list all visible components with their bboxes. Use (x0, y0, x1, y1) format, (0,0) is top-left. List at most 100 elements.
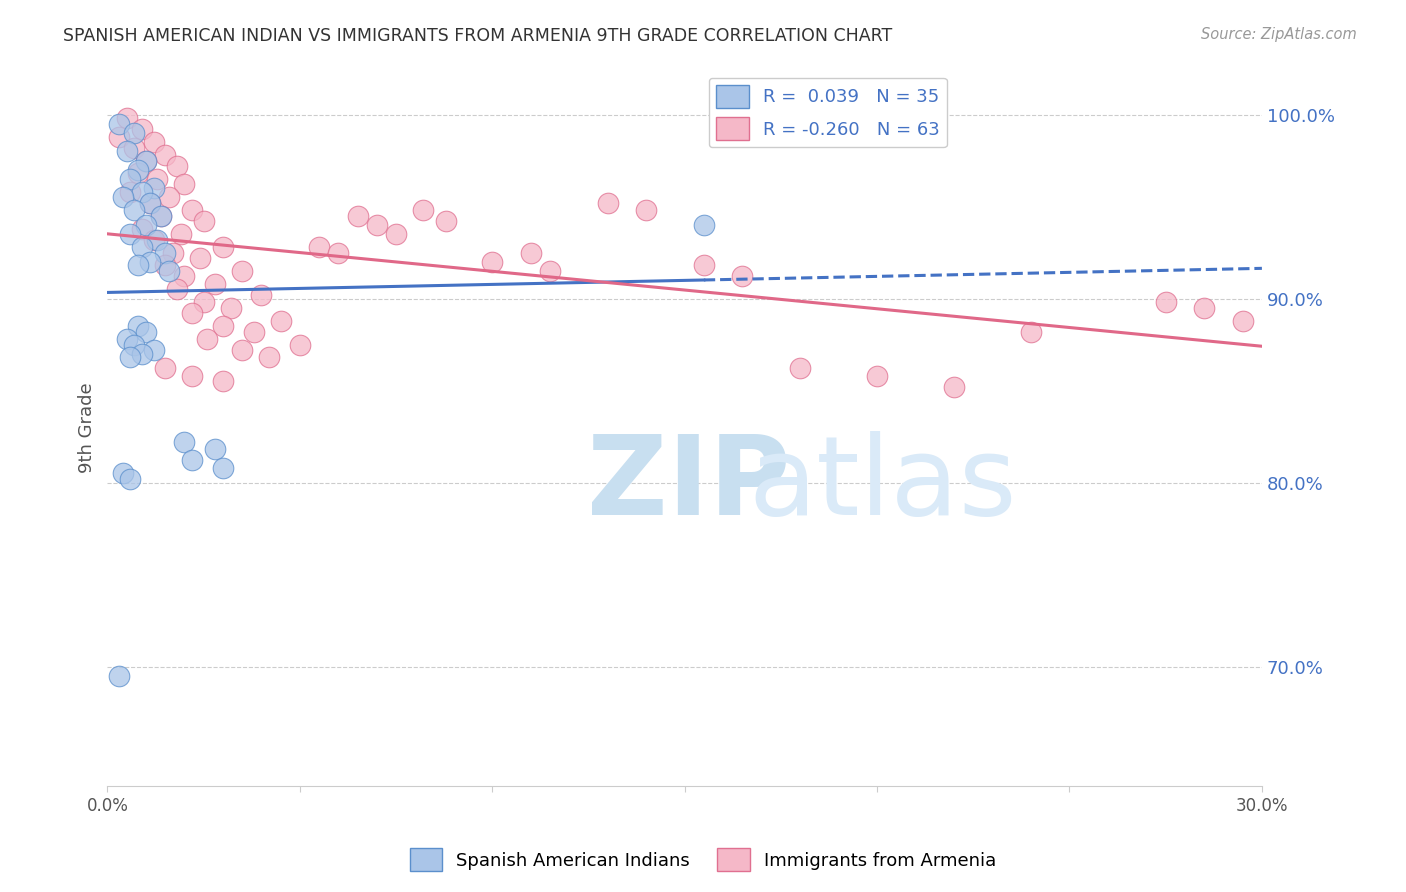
Point (731, 269, 754, 284)
Point (270, 313, 292, 327)
Point (138, 195, 160, 210)
Point (108, 669, 131, 683)
Point (138, 195, 160, 210)
Point (111, 190, 134, 204)
Point (231, 264, 253, 278)
Point (166, 282, 188, 296)
Point (146, 233, 169, 247)
Point (943, 380, 966, 394)
Point (693, 259, 716, 273)
Point (124, 126, 146, 140)
Point (1192, 301, 1215, 315)
Point (135, 218, 157, 232)
Point (231, 343, 253, 357)
Y-axis label: 9th Grade: 9th Grade (79, 382, 96, 473)
Point (153, 259, 176, 273)
Point (120, 472, 142, 486)
Point (127, 166, 149, 180)
Point (173, 269, 195, 284)
Point (157, 264, 180, 278)
Point (120, 227, 142, 241)
Point (211, 240, 233, 254)
Point (115, 332, 138, 346)
Point (412, 203, 434, 218)
Point (135, 153, 157, 168)
Point (124, 141, 146, 155)
Point (173, 178, 195, 192)
Point (250, 288, 273, 302)
Point (181, 368, 204, 383)
Point (181, 453, 204, 467)
Point (127, 319, 149, 334)
Legend: R =  0.039   N = 35, R = -0.260   N = 63: R = 0.039 N = 35, R = -0.260 N = 63 (709, 78, 946, 147)
Point (127, 259, 149, 273)
Point (146, 172, 169, 186)
Point (789, 361, 811, 376)
Point (346, 209, 368, 223)
Point (111, 467, 134, 481)
Point (197, 332, 219, 346)
Point (131, 221, 153, 235)
Point (1232, 313, 1254, 327)
Point (204, 442, 226, 457)
Point (124, 203, 146, 218)
Point (173, 435, 195, 450)
Point (108, 117, 131, 131)
Point (131, 347, 153, 361)
Point (124, 337, 146, 351)
Point (166, 159, 188, 173)
Point (142, 233, 165, 247)
Point (153, 245, 176, 260)
Point (142, 135, 165, 149)
Point (131, 185, 153, 199)
Point (211, 375, 233, 389)
Point (120, 185, 142, 199)
Point (519, 245, 541, 260)
Point (211, 319, 233, 334)
Point (219, 301, 242, 315)
Point (108, 129, 131, 144)
Text: SPANISH AMERICAN INDIAN VS IMMIGRANTS FROM ARMENIA 9TH GRADE CORRELATION CHART: SPANISH AMERICAN INDIAN VS IMMIGRANTS FR… (63, 27, 893, 45)
Point (169, 227, 191, 241)
Point (257, 351, 280, 365)
Point (162, 245, 184, 260)
Point (596, 195, 619, 210)
Point (181, 203, 204, 218)
Point (153, 148, 176, 162)
Point (153, 361, 176, 376)
Point (150, 209, 173, 223)
Point (1019, 325, 1042, 339)
Point (693, 218, 716, 232)
Point (204, 277, 226, 291)
Point (193, 214, 215, 228)
Point (138, 254, 160, 268)
Point (636, 203, 658, 218)
Point (142, 343, 165, 357)
Point (127, 162, 149, 177)
Point (328, 245, 350, 260)
Point (1154, 295, 1177, 310)
Point (120, 172, 142, 186)
Point (481, 254, 503, 268)
Point (866, 368, 889, 383)
Point (193, 295, 215, 310)
Point (242, 325, 264, 339)
Point (538, 264, 561, 278)
Text: atlas: atlas (748, 431, 1017, 538)
Point (131, 122, 153, 136)
Point (308, 240, 330, 254)
Point (188, 251, 211, 265)
Point (211, 460, 233, 475)
Point (366, 218, 388, 232)
Text: ZIP: ZIP (586, 431, 790, 538)
Point (142, 181, 165, 195)
Point (135, 325, 157, 339)
Point (120, 351, 142, 365)
Point (181, 306, 204, 320)
Point (434, 214, 457, 228)
Point (385, 227, 408, 241)
Point (157, 190, 180, 204)
Point (115, 112, 138, 126)
Point (131, 240, 153, 254)
Legend: Spanish American Indians, Immigrants from Armenia: Spanish American Indians, Immigrants fro… (402, 841, 1004, 879)
